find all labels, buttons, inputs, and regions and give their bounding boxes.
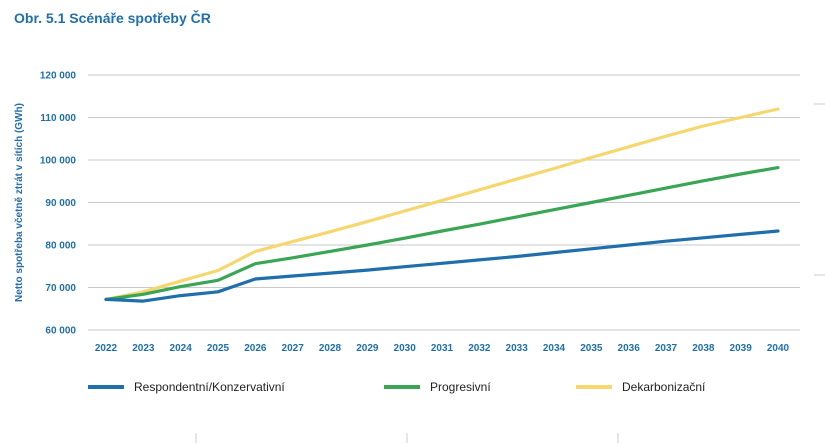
x-tick-label: 2024: [170, 343, 193, 354]
x-tick-label: 2028: [319, 343, 342, 354]
y-axis-label: Netto spotřeba včetně ztrát v sítích (GW…: [14, 103, 25, 302]
x-tick-label: 2022: [95, 343, 118, 354]
legend-label: Dekarbonizační: [622, 380, 706, 394]
y-tick-label: 80 000: [45, 241, 76, 252]
x-tick-label: 2025: [207, 343, 230, 354]
grid-lines: [88, 74, 800, 331]
y-tick-label: 120 000: [40, 71, 77, 82]
x-tick-label: 2031: [431, 343, 454, 354]
y-axis-ticks: 60 000 70 000 80 000 90 000 100 000 110 000 12…: [40, 71, 77, 337]
legend: Respondentní/Konzervativní Progresivní Dek…: [88, 380, 706, 394]
x-tick-label: 2030: [394, 343, 417, 354]
x-tick-label: 2037: [655, 343, 678, 354]
series-lines: [104, 107, 780, 303]
x-tick-label: 2027: [282, 343, 305, 354]
series-line-2: [104, 107, 780, 301]
chart-title: Obr. 5.1 Scénáře spotřeby ČR: [14, 10, 211, 26]
y-tick-label: 90 000: [45, 198, 76, 209]
series-line-1: [104, 166, 780, 301]
y-tick-label: 70 000: [45, 283, 76, 294]
x-tick-label: 2040: [767, 343, 790, 354]
series-line-0: [104, 229, 780, 303]
x-tick-label: 2029: [356, 343, 379, 354]
x-tick-label: 2036: [618, 343, 641, 354]
x-tick-label: 2038: [692, 343, 715, 354]
x-tick-label: 2023: [132, 343, 155, 354]
decorative-marks: [195, 103, 825, 443]
y-tick-label: 60 000: [45, 326, 76, 337]
x-tick-label: 2039: [730, 343, 753, 354]
x-tick-label: 2026: [244, 343, 267, 354]
y-tick-label: 110 000: [40, 113, 76, 124]
x-axis-ticks: 2022 2023 2024 2025 2026 2027 2028 2029 2030 2031…: [95, 343, 790, 354]
x-tick-label: 2033: [506, 343, 529, 354]
legend-label: Progresivní: [430, 380, 491, 394]
x-tick-label: 2032: [468, 343, 491, 354]
x-tick-label: 2034: [543, 343, 566, 354]
y-tick-label: 100 000: [40, 156, 77, 167]
legend-label: Respondentní/Konzervativní: [134, 380, 285, 394]
x-tick-label: 2035: [580, 343, 603, 354]
